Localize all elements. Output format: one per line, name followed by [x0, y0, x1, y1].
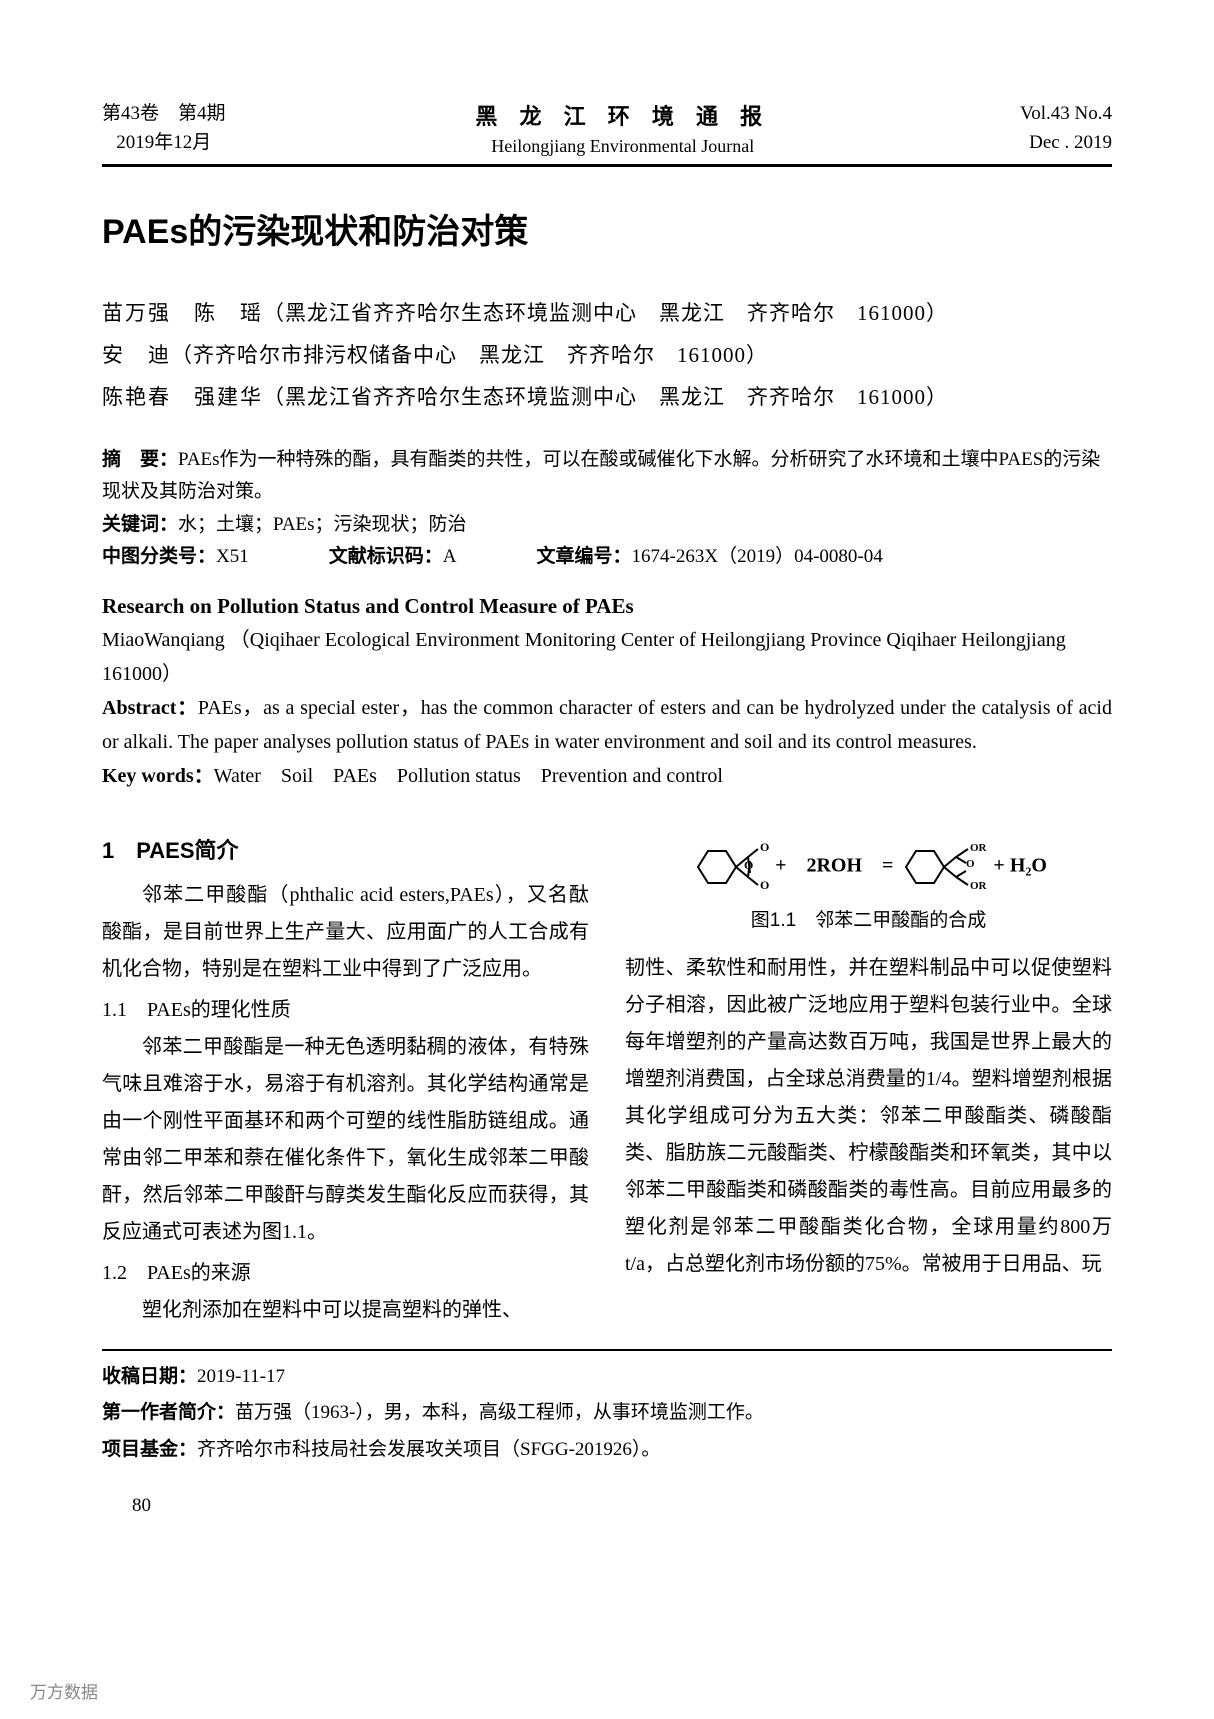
svg-text:OR: OR: [970, 842, 988, 854]
section-1-heading: 1 PAES简介: [102, 831, 589, 872]
author-names-2: 安 迪: [102, 343, 171, 367]
abstract-cn: 摘 要：PAEs作为一种特殊的酯，具有酯类的共性，可以在酸或碱催化下水解。分析研…: [102, 444, 1112, 509]
journal-title-en: Heilongjiang Environmental Journal: [475, 133, 770, 160]
volume-en: Vol.43 No.4: [1020, 100, 1112, 129]
keywords-text: 水；土壤；PAEs；污染现状；防治: [178, 514, 467, 535]
doctype-label: 文献标识码：: [329, 546, 443, 567]
volume-cn: 第43卷 第4期: [102, 100, 226, 129]
section-1-intro: 邻苯二甲酸酯（phthalic acid esters,PAEs），又名酞酸酯，…: [102, 877, 589, 988]
english-keywords: Key words：Water Soil PAEs Pollution stat…: [102, 759, 1112, 793]
journal-title-cn: 黑 龙 江 环 境 通 报: [475, 100, 770, 133]
author-aff-1: （黑龙江省齐齐哈尔生态环境监测中心 黑龙江 齐齐哈尔 161000）: [263, 301, 948, 325]
abstract-text: PAEs作为一种特殊的酯，具有酯类的共性，可以在酸或碱催化下水解。分析研究了水环…: [102, 449, 1100, 502]
subsection-1-2-text: 塑化剂添加在塑料中可以提高塑料的弹性、: [102, 1292, 589, 1329]
reaction-plus-reagent: + 2ROH =: [775, 854, 893, 876]
svg-text:O: O: [760, 878, 769, 892]
date-en: Dec . 2019: [1020, 129, 1112, 158]
product-icon: OR OR O: [898, 837, 988, 897]
first-author-bio-label: 第一作者简介：: [102, 1402, 235, 1423]
received-date: 2019-11-17: [197, 1366, 285, 1387]
abstract-label: 摘 要：: [102, 449, 178, 470]
funding-text: 齐齐哈尔市科技局社会发展攻关项目（SFGG-201926）。: [197, 1439, 660, 1460]
watermark-text: 万方数据: [30, 1678, 98, 1703]
article-id-value: 1674-263X（2019）04-0080-04: [632, 546, 883, 567]
clc-label: 中图分类号：: [102, 546, 216, 567]
svg-text:O: O: [760, 840, 769, 854]
svg-text:O: O: [744, 858, 753, 872]
subsection-1-1-text: 邻苯二甲酸酯是一种无色透明黏稠的液体，有特殊气味且难溶于水，易溶于有机溶剂。其化…: [102, 1029, 589, 1251]
doctype-value: A: [443, 546, 457, 567]
reaction-tail: + H₂O: [993, 854, 1047, 876]
english-abstract: Abstract：PAEs，as a special ester，has the…: [102, 691, 1112, 759]
article-id-label: 文章编号：: [537, 546, 632, 567]
right-column-text: 韧性、柔软性和耐用性，并在塑料制品中可以促使塑料分子相溶，因此被广泛地应用于塑料…: [625, 950, 1112, 1283]
article-title: PAEs的污染现状和防治对策: [102, 207, 1112, 258]
author-names-1: 苗万强 陈 瑶: [102, 301, 263, 325]
received-date-label: 收稿日期：: [102, 1366, 197, 1387]
date-cn: 2019年12月: [102, 129, 226, 158]
svg-text:O: O: [966, 858, 975, 870]
author-names-3: 陈艳春 强建华: [102, 385, 263, 409]
subsection-1-2-heading: 1.2 PAEs的来源: [102, 1255, 589, 1292]
funding-label: 项目基金：: [102, 1439, 197, 1460]
reactant-1-icon: O O O: [690, 837, 770, 897]
first-author-bio: 苗万强（1963-），男，本科，高级工程师，从事环境监测工作。: [235, 1402, 764, 1423]
figure-1-1-caption: 图1.1 邻苯二甲酸酯的合成: [625, 903, 1112, 938]
footnote-rule: [102, 1349, 1112, 1351]
keywords-cn: 关键词：水；土壤；PAEs；污染现状；防治: [102, 509, 1112, 541]
subsection-1-1-heading: 1.1 PAEs的理化性质: [102, 992, 589, 1029]
keywords-label: 关键词：: [102, 514, 178, 535]
header-rule: [102, 164, 1112, 167]
svg-text:OR: OR: [970, 880, 988, 892]
figure-1-1-formula: O O O + 2ROH = OR OR O + H₂O: [625, 837, 1112, 897]
author-aff-2: （齐齐哈尔市排污权储备中心 黑龙江 齐齐哈尔 161000）: [171, 343, 768, 367]
page-number: 80: [132, 1492, 1112, 1521]
english-abstract-label: Abstract：: [102, 697, 198, 719]
clc-value: X51: [216, 546, 249, 567]
english-title: Research on Pollution Status and Control…: [102, 591, 1112, 623]
english-author: MiaoWanqiang （Qiqihaer Ecological Enviro…: [102, 623, 1112, 691]
english-abstract-text: PAEs，as a special ester，has the common c…: [102, 697, 1112, 753]
author-aff-3: （黑龙江省齐齐哈尔生态环境监测中心 黑龙江 齐齐哈尔 161000）: [263, 385, 948, 409]
english-keywords-text: Water Soil PAEs Pollution status Prevent…: [214, 765, 723, 787]
english-keywords-label: Key words：: [102, 765, 214, 787]
